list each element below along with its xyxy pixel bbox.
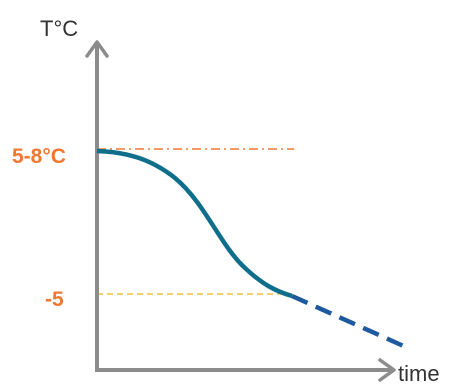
cooling-curve (96, 148, 293, 299)
tick-label-upper: 5-8°C (12, 145, 66, 168)
extrapolation-line (291, 293, 409, 351)
tick-label-lower: -5 (45, 288, 64, 311)
y-axis-arrow (85, 40, 109, 58)
y-axis-label: T°C (40, 16, 78, 41)
x-axis-label: time (398, 361, 440, 386)
x-axis-arrow (378, 358, 396, 382)
